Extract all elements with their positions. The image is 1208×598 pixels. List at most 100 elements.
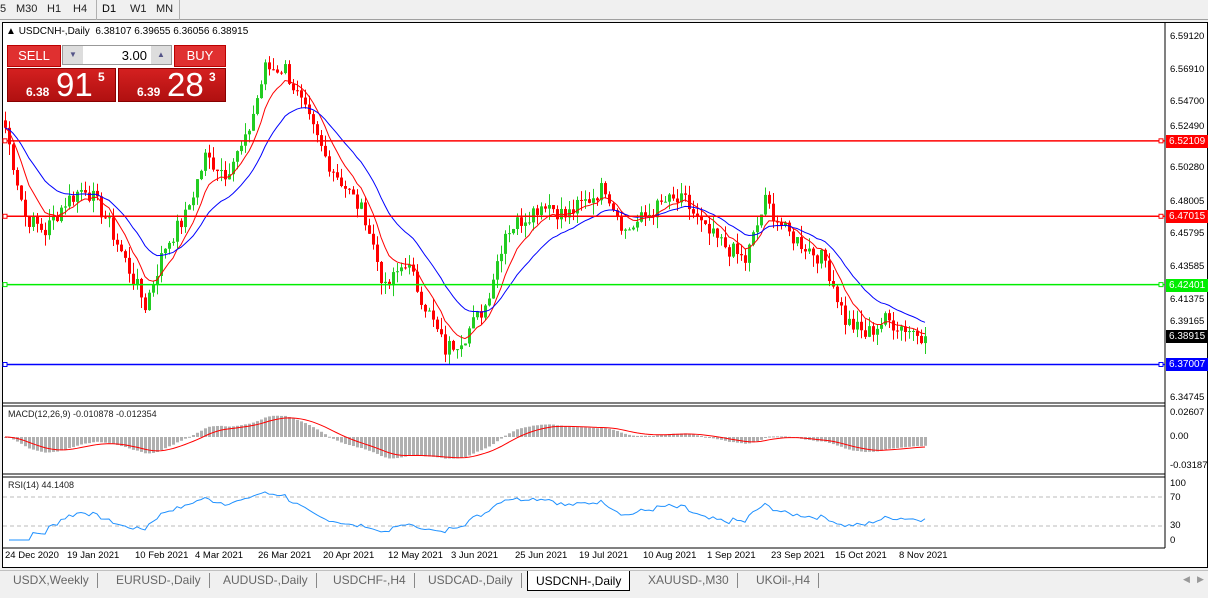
candle-body [380, 261, 383, 284]
chart-tab[interactable]: USDCHF-,H4 [325, 573, 415, 588]
macd-histogram-bar [716, 437, 719, 440]
macd-histogram-bar [280, 415, 283, 437]
macd-tick: 0.00 [1170, 431, 1189, 442]
candle-body [124, 251, 127, 258]
macd-histogram-bar [356, 437, 359, 448]
macd-histogram-bar [380, 437, 383, 457]
tf-d1[interactable]: D1 [102, 3, 117, 15]
macd-histogram-bar [312, 427, 315, 437]
buy-button[interactable]: BUY [174, 45, 226, 67]
macd-histogram-bar [612, 429, 615, 437]
candle-body [80, 190, 83, 192]
candle-body [448, 340, 451, 355]
macd-histogram-bar [252, 422, 255, 437]
macd-histogram-bar [700, 435, 703, 437]
macd-histogram-bar [44, 437, 47, 453]
tf-mn[interactable]: MN [156, 3, 174, 15]
macd-histogram-bar [688, 433, 691, 437]
line-handle [1158, 138, 1164, 144]
tf-w1[interactable]: W1 [130, 3, 147, 15]
decrease-lot-icon[interactable]: ▼ [63, 46, 83, 64]
candle-body [172, 241, 175, 243]
macd-histogram-bar [712, 437, 715, 439]
candle-body [108, 217, 111, 219]
candle-body [556, 209, 559, 220]
candle-body [848, 318, 851, 325]
macd-histogram-bar [888, 437, 891, 449]
candle-body [24, 199, 27, 217]
tf-h4[interactable]: H4 [73, 3, 88, 15]
macd-histogram-bar [268, 416, 271, 437]
macd-histogram-bar [684, 433, 687, 437]
date-tick: 12 May 2021 [388, 550, 443, 561]
chart-tab[interactable]: USDCNH-,Daily [527, 571, 631, 591]
macd-histogram-bar [212, 426, 215, 437]
macd-histogram-bar [692, 434, 695, 437]
candle-body [508, 233, 511, 235]
macd-histogram-bar [160, 437, 163, 451]
tf-h1[interactable]: H1 [47, 3, 62, 15]
date-tick: 25 Jun 2021 [515, 550, 568, 561]
line-handle [2, 138, 8, 144]
candle-body [620, 217, 623, 231]
macd-histogram-bar [896, 437, 899, 449]
chart-tab[interactable]: UKOil-,H4 [748, 573, 820, 588]
candle-body [788, 222, 791, 232]
candle-body [200, 170, 203, 180]
candle-body [428, 310, 431, 312]
macd-histogram-bar [400, 437, 403, 458]
macd-histogram-bar [192, 435, 195, 437]
candle-body [304, 97, 307, 105]
chart-tab[interactable]: USDX,Weekly [5, 573, 98, 588]
lot-value[interactable]: 3.00 [121, 48, 147, 63]
macd-histogram-bar [100, 437, 103, 443]
candle-body [892, 320, 895, 331]
macd-histogram-bar [868, 437, 871, 452]
macd-histogram-bar [112, 437, 115, 444]
price-tick: 6.41375 [1170, 293, 1205, 305]
candle-body [708, 223, 711, 234]
chart-tab[interactable]: EURUSD-,Daily [108, 573, 210, 588]
collapse-triangle-icon[interactable]: ▲ [6, 26, 16, 37]
sell-price[interactable]: 6.38 91 5 [7, 66, 116, 103]
macd-label: MACD(12,26,9) -0.010878 -0.012354 [8, 409, 157, 419]
hline-price-tag: 6.47015 [1166, 210, 1208, 224]
candle-body [52, 216, 55, 221]
macd-histogram-bar [452, 437, 455, 459]
macd-histogram-bar [88, 437, 91, 444]
chart-tab[interactable]: XAUUSD-,M30 [640, 573, 738, 588]
macd-histogram-bar [660, 434, 663, 437]
price-tick: 6.54700 [1170, 96, 1205, 108]
lot-size-input[interactable]: ▼ 3.00 ▲ [62, 45, 172, 65]
macd-histogram-bar [560, 425, 563, 437]
macd-histogram-bar [740, 437, 743, 444]
macd-histogram-bar [528, 426, 531, 437]
chart-tab[interactable]: AUDUSD-,Daily [215, 573, 317, 588]
candle-body [700, 215, 703, 221]
tf-m5[interactable]: 5 [0, 3, 7, 15]
scroll-left-icon[interactable]: ◀ [1183, 574, 1190, 584]
macd-histogram-bar [392, 437, 395, 459]
candle-body [576, 199, 579, 214]
buy-price[interactable]: 6.39 28 3 [118, 66, 226, 103]
candle-body [424, 304, 427, 312]
macd-histogram-bar [536, 425, 539, 437]
macd-histogram-bar [448, 437, 451, 459]
macd-histogram-bar [120, 437, 123, 447]
macd-histogram-bar [772, 436, 775, 438]
candle-body [440, 329, 443, 335]
candle-body [28, 216, 31, 227]
sell-button[interactable]: SELL [7, 45, 61, 67]
price-tick: 6.56910 [1170, 63, 1205, 75]
chart-tab[interactable]: USDCAD-,Daily [420, 573, 522, 588]
macd-histogram-bar [40, 437, 43, 452]
macd-histogram-bar [760, 437, 763, 440]
macd-histogram-bar [500, 437, 503, 439]
macd-histogram-bar [516, 429, 519, 437]
candle-body [908, 331, 911, 333]
scroll-right-icon[interactable]: ▶ [1197, 574, 1204, 584]
tf-m30[interactable]: M30 [16, 3, 38, 15]
increase-lot-icon[interactable]: ▲ [151, 46, 171, 64]
macd-histogram-bar [780, 436, 783, 438]
